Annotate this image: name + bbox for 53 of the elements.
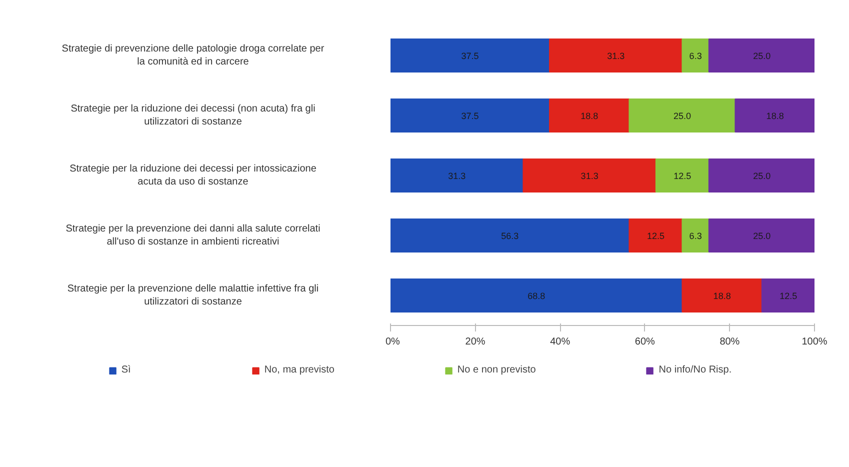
bar (682, 278, 762, 312)
bar (761, 278, 814, 312)
bar (655, 158, 710, 192)
bar (390, 278, 683, 312)
data-label: 25.0 (673, 111, 691, 121)
data-label: 37.5 (461, 51, 479, 61)
bar (628, 98, 736, 132)
x-tick-label: 80% (720, 336, 740, 348)
bar (708, 38, 814, 72)
data-label: 6.3 (689, 51, 702, 61)
bar (708, 158, 814, 192)
legend-label: Sì (121, 364, 132, 376)
y-tick-label: Strategie per la riduzione dei decessi per intossicazione acuta da uso di sostanze (70, 163, 317, 188)
data-label: 12.5 (646, 231, 664, 241)
legend-label: No e non previsto (457, 364, 536, 376)
data-label: 18.8 (766, 111, 784, 121)
data-label: 31.3 (607, 51, 625, 61)
y-tick-label: Strategie per la prevenzione dei danni alla salute correlati all'uso di sostanze in ambienti ricreativi (66, 223, 320, 248)
data-label: 12.5 (674, 171, 692, 181)
y-tick-label: Strategie per la prevenzione delle malattie infettive fra gli utilizzatori di sostanze (67, 283, 319, 308)
data-label: 31.3 (448, 171, 466, 181)
bar (682, 38, 710, 72)
x-tick-label: 40% (550, 336, 570, 348)
legend-label: No, ma previsto (264, 364, 334, 376)
x-tick-label: 60% (634, 336, 656, 348)
legend-label: No info/No Risp. (658, 364, 732, 376)
x-tick-label: 0% (386, 336, 400, 348)
data-label: 18.8 (713, 291, 731, 301)
bar (390, 218, 630, 252)
data-label: 25.0 (753, 171, 771, 181)
bar (708, 218, 814, 252)
y-tick-label: Strategie per la riduzione dei decessi (non acuta) fra gli utilizzatori di sostanze (70, 103, 316, 128)
bar (628, 218, 683, 252)
bar (734, 98, 814, 132)
bar (682, 218, 710, 252)
data-label: 6.3 (689, 231, 702, 241)
data-label: 25.0 (753, 51, 771, 61)
y-tick-label: Strategie di prevenzione delle patologie droga correlate per la comunità ed in carcere (62, 43, 325, 68)
data-label: 68.8 (528, 291, 546, 301)
data-label: 18.8 (580, 111, 598, 121)
bar (522, 158, 656, 192)
data-label: 37.5 (461, 111, 479, 121)
bar (390, 158, 524, 192)
data-label: 25.0 (753, 231, 771, 241)
x-tick-label: 100% (802, 336, 828, 348)
bar (390, 38, 550, 72)
data-label: 12.5 (780, 291, 798, 301)
x-tick-label: 20% (465, 336, 486, 348)
bar (390, 98, 550, 132)
bar (549, 98, 630, 132)
bar (549, 38, 683, 72)
data-label: 31.3 (580, 171, 598, 181)
data-label: 56.3 (501, 231, 519, 241)
